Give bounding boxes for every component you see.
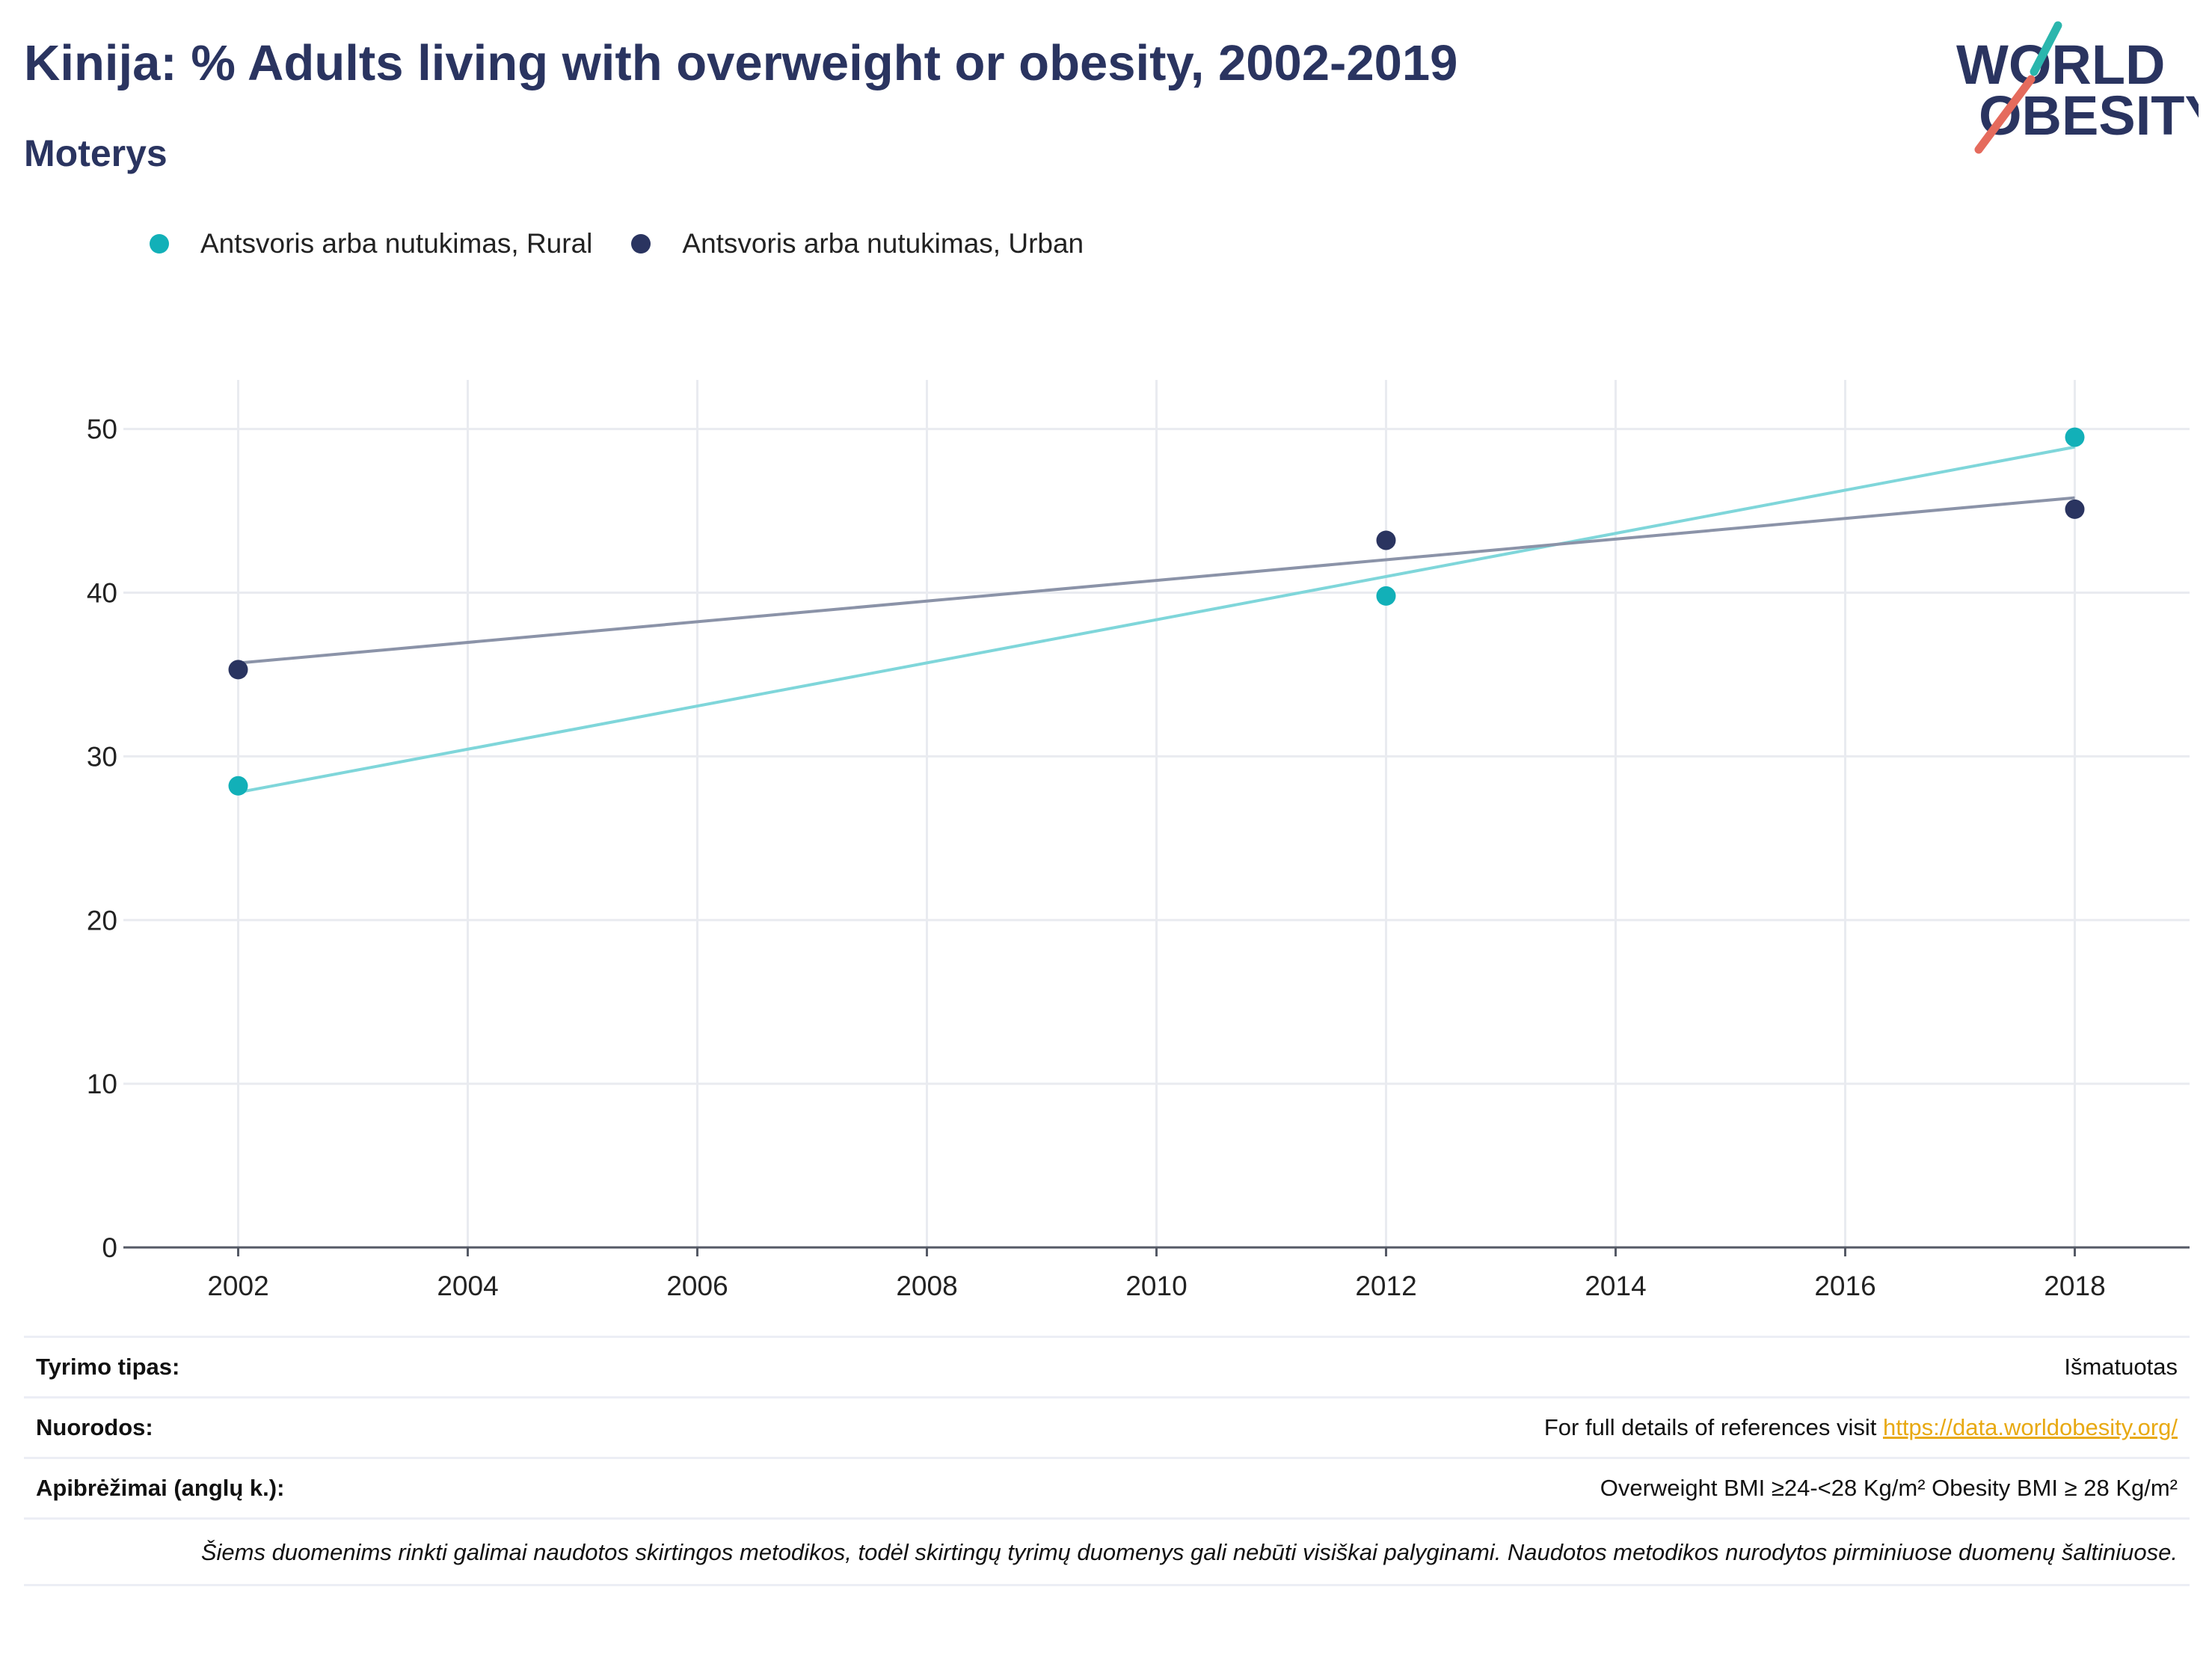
chart-legend: Antsvoris arba nutukimas, Rural Antsvori… — [150, 224, 1122, 263]
references-prefix: For full details of references visit — [1543, 1414, 1883, 1440]
data-point-urban-2002 — [228, 660, 248, 680]
logo-slash-top — [2030, 21, 2062, 76]
data-point-rural-2018 — [2065, 427, 2085, 447]
chart-title: Kinija: % Adults living with overweight … — [24, 35, 1458, 91]
y-tick-label-40: 40 — [87, 578, 117, 609]
scatter-chart: 2002 2004 2006 2008 2010 2012 2014 2016 2018 0 10 2… — [87, 380, 2190, 1301]
x-tick-label-2008: 2008 — [896, 1271, 957, 1301]
survey-type-value: Išmatuotas — [2064, 1354, 2178, 1380]
trendline-urban — [238, 496, 2075, 665]
logo-text-world: WORLD — [1956, 34, 2166, 96]
trendline-rural — [238, 445, 2075, 794]
data-point-rural-2002 — [228, 776, 248, 796]
x-tick-label-2010: 2010 — [1125, 1271, 1187, 1301]
info-row-survey-type: Tyrimo tipas: Išmatuotas — [24, 1336, 2190, 1396]
y-tick-label-0: 0 — [102, 1232, 117, 1263]
methodology-note: Šiems duomenims rinkti galimai naudotos … — [24, 1517, 2190, 1586]
y-tick-label-30: 30 — [87, 741, 117, 772]
legend-item-rural[interactable]: Antsvoris arba nutukimas, Rural — [150, 228, 592, 260]
references-value: For full details of references visit htt… — [1544, 1414, 2178, 1441]
logo-slash-bottom — [1974, 75, 2036, 154]
legend-item-urban[interactable]: Antsvoris arba nutukimas, Urban — [631, 228, 1084, 260]
world-obesity-logo: WORLD OBESITY — [1956, 21, 2199, 154]
x-tick-label-2002: 2002 — [207, 1271, 268, 1301]
legend-marker-urban — [631, 234, 651, 254]
x-tick-label-2018: 2018 — [2044, 1271, 2105, 1301]
data-point-rural-2012 — [1376, 586, 1396, 606]
x-tick-label-2016: 2016 — [1814, 1271, 1875, 1301]
references-link[interactable]: https://data.worldobesity.org/ — [1882, 1414, 2178, 1440]
info-row-references: Nuorodos: For full details of references… — [24, 1396, 2190, 1457]
definitions-label: Apibrėžimai (anglų k.): — [36, 1475, 285, 1501]
definitions-value: Overweight BMI ≥24-<28 Kg/m² Obesity BMI… — [1600, 1475, 2178, 1501]
legend-marker-rural — [150, 234, 169, 254]
survey-type-label: Tyrimo tipas: — [36, 1354, 180, 1380]
y-tick-label-50: 50 — [87, 414, 117, 445]
x-tick-label-2006: 2006 — [666, 1271, 728, 1301]
info-row-definitions: Apibrėžimai (anglų k.): Overweight BMI ≥… — [24, 1457, 2190, 1517]
y-tick-label-10: 10 — [87, 1069, 117, 1099]
x-tick-label-2014: 2014 — [1585, 1271, 1646, 1301]
references-label: Nuorodos: — [36, 1414, 153, 1440]
legend-label-rural: Antsvoris arba nutukimas, Rural — [200, 228, 593, 259]
data-point-urban-2018 — [2065, 499, 2085, 519]
info-table: Tyrimo tipas: Išmatuotas Nuorodos: For f… — [24, 1336, 2190, 1586]
legend-label-urban: Antsvoris arba nutukimas, Urban — [682, 228, 1084, 259]
logo-text-obesity: OBESITY — [1979, 85, 2199, 147]
data-point-urban-2012 — [1376, 530, 1396, 550]
x-tick-label-2012: 2012 — [1355, 1271, 1416, 1301]
chart-subtitle: Moterys — [24, 132, 168, 174]
x-tick-label-2004: 2004 — [437, 1271, 498, 1301]
y-tick-label-20: 20 — [87, 905, 117, 936]
